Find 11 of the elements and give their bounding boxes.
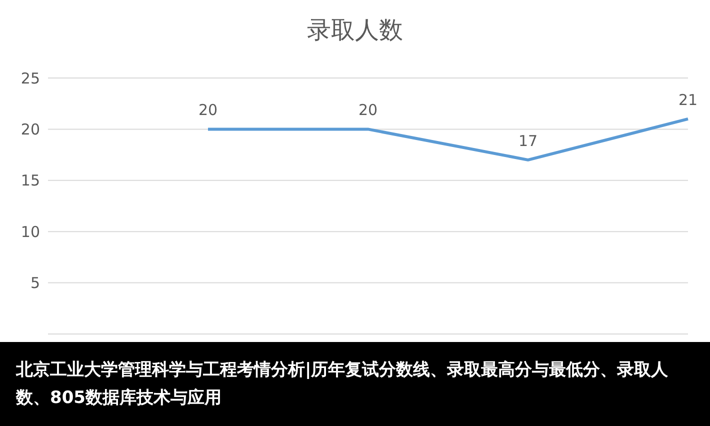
y-tick-label: 25: [20, 69, 40, 88]
y-tick-label: 10: [20, 222, 40, 241]
y-tick-label: 15: [20, 172, 40, 190]
data-label: 21: [678, 90, 698, 109]
text: 北京工业大学管理科学与工程考情分析|历年复试分数线、录取最高分与最低分、录取人数、805数据库技术与应用: [16, 359, 670, 410]
data-label: 20: [198, 101, 218, 120]
chart-title: 录取人数: [306, 15, 404, 46]
y-tick-label: 20: [20, 120, 40, 139]
data-label: 17: [518, 132, 538, 150]
y-tick-label: 5: [30, 274, 40, 292]
data-label: 20: [358, 101, 378, 120]
